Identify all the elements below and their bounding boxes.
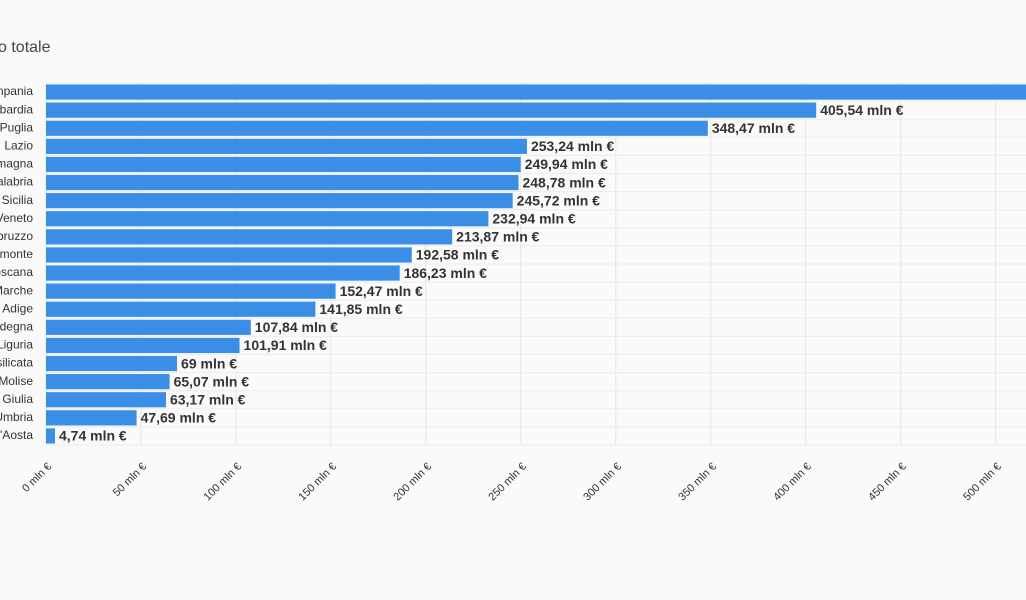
value-label: 232,94 mln € [492, 210, 575, 226]
bar [46, 193, 513, 209]
bar [46, 156, 521, 173]
value-label: 101,91 mln € [244, 337, 327, 353]
bar [46, 392, 166, 408]
value-label: 69 mln € [181, 355, 237, 371]
x-tick-label: 300 mln € [581, 461, 624, 504]
y-tick-label: Sardegna [0, 320, 33, 334]
y-tick-label: Emilia-Romagna [0, 157, 33, 171]
value-label: 4,74 mln € [59, 428, 127, 444]
value-label: 245,72 mln € [517, 192, 600, 208]
y-tick-label: Piemonte [0, 247, 33, 261]
y-tick-label: Umbria [0, 410, 33, 424]
x-tick-label: 350 mln € [676, 461, 719, 504]
y-tick-label: Toscana [0, 265, 33, 279]
y-tick-label: Friuli-Venezia Giulia [0, 392, 33, 406]
value-label: 107,84 mln € [255, 319, 338, 335]
y-tick-label: Valle d'Aosta [0, 428, 33, 442]
chart-title: o totale [0, 39, 51, 56]
bar [46, 410, 137, 426]
bar [46, 211, 489, 227]
value-label: 348,47 mln € [712, 120, 795, 136]
y-tick-label: Molise [0, 374, 33, 388]
value-label: 186,23 mln € [404, 265, 487, 281]
bar [46, 138, 527, 154]
y-tick-label: Basilicata [0, 356, 33, 370]
value-label: 192,58 mln € [416, 247, 499, 263]
bar [46, 120, 708, 136]
bar [46, 229, 453, 245]
x-tick-label: 450 mln € [866, 461, 909, 504]
bar [46, 301, 316, 317]
y-tick-label: Campania [0, 84, 33, 98]
bar [46, 102, 817, 118]
value-label: 249,94 mln € [525, 156, 608, 172]
bar [46, 428, 56, 444]
y-tick-label: Trentino-Alto Adige [0, 301, 33, 315]
value-label: 63,17 mln € [170, 391, 246, 407]
value-label: 141,85 mln € [319, 301, 402, 317]
value-label: 253,24 mln € [531, 138, 614, 154]
bar [46, 283, 336, 299]
y-tick-label: Marche [0, 283, 33, 297]
x-tick-label: 0 mln € [20, 461, 54, 495]
x-tick-label: 150 mln € [296, 461, 339, 504]
y-tick-label: Abruzzo [0, 229, 33, 243]
y-tick-label: Calabria [0, 175, 33, 189]
value-label: 405,54 mln € [820, 102, 903, 118]
value-label: 213,87 mln € [456, 229, 539, 245]
bar [46, 174, 519, 191]
bar [46, 337, 240, 354]
bar [46, 265, 400, 281]
bar [46, 374, 170, 390]
x-tick-label: 250 mln € [486, 461, 529, 504]
bar [46, 319, 251, 335]
value-label: 248,78 mln € [522, 174, 605, 190]
y-tick-label: Sicilia [2, 193, 34, 207]
x-tick-label: 400 mln € [771, 461, 814, 504]
x-tick-label: 50 mln € [111, 461, 149, 499]
value-label: 152,47 mln € [340, 283, 423, 299]
bar [46, 84, 1026, 100]
y-tick-label: Lazio [4, 139, 33, 153]
bar [46, 355, 178, 372]
x-tick-label: 100 mln € [201, 461, 244, 504]
bar [46, 247, 412, 263]
y-tick-label: Veneto [0, 211, 33, 225]
x-tick-label: 200 mln € [391, 461, 434, 504]
value-label: 47,69 mln € [141, 410, 217, 426]
value-label: 65,07 mln € [174, 373, 250, 389]
y-tick-label: Lombardia [0, 102, 33, 116]
y-tick-label: Liguria [0, 338, 33, 352]
y-tick-label: Puglia [0, 120, 33, 134]
x-tick-label: 500 mln € [961, 461, 1004, 504]
